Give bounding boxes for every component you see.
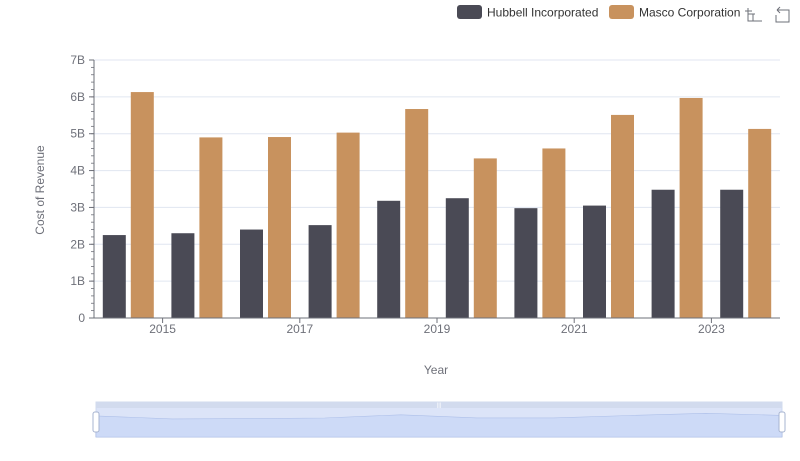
bar-masco-2015[interactable] [199, 137, 223, 318]
legend-item-masco[interactable]: Masco Corporation [609, 5, 740, 20]
bar-masco-2020[interactable] [542, 148, 566, 318]
y-tick-label: 1B [70, 274, 85, 288]
bar-masco-2021[interactable] [611, 114, 634, 318]
y-tick-label: 4B [70, 164, 85, 178]
legend-label-hubbell: Hubbell Incorporated [487, 6, 598, 20]
grid [94, 59, 780, 282]
x-tick-label: 2015 [149, 322, 176, 336]
data-zoom-handle-right[interactable] [778, 411, 786, 433]
bar-masco-2017[interactable] [336, 132, 360, 318]
x-tick-label: 2023 [698, 322, 725, 336]
bar-hubbell-2018[interactable] [377, 200, 401, 318]
data-zoom-selection [96, 408, 782, 437]
legend-item-hubbell[interactable]: Hubbell Incorporated [457, 5, 598, 20]
bar-hubbell-2021[interactable] [583, 205, 606, 318]
x-axis-title: Year [424, 363, 448, 377]
legend-label-masco: Masco Corporation [639, 6, 740, 20]
y-tick-label: 2B [70, 237, 85, 251]
bar-hubbell-2020[interactable] [514, 208, 538, 318]
bar-hubbell-2022[interactable] [651, 189, 675, 318]
y-tick-label: 6B [70, 90, 85, 104]
bar-hubbell-2023[interactable] [720, 189, 744, 318]
data-zoom-slider[interactable]: ||| [92, 401, 786, 438]
bar-hubbell-2019[interactable] [445, 198, 469, 318]
y-tick-label: 3B [70, 200, 85, 214]
data-zoom-grip[interactable]: ||| [437, 403, 442, 409]
bar-hubbell-2017[interactable] [308, 225, 332, 318]
bars [102, 92, 772, 319]
bar-masco-2014[interactable] [130, 92, 154, 319]
zoom-reset-icon[interactable] [775, 6, 790, 23]
y-tick-label: 7B [70, 53, 85, 67]
data-zoom-top-bar [96, 402, 782, 408]
x-tick-label: 2021 [561, 322, 588, 336]
data-zoom-handle-left[interactable] [92, 411, 100, 433]
legend-swatch-hubbell [457, 5, 482, 19]
x-tick-label: 2019 [424, 322, 451, 336]
bar-hubbell-2016[interactable] [240, 229, 263, 318]
bar-masco-2016[interactable] [268, 137, 291, 318]
legend-swatch-masco [609, 5, 634, 19]
bar-masco-2018[interactable] [405, 109, 429, 319]
bar-hubbell-2014[interactable] [102, 235, 126, 318]
zoom-select-icon[interactable] [745, 8, 762, 22]
bar-masco-2023[interactable] [748, 128, 772, 318]
y-tick-label: 0 [78, 311, 85, 325]
y-tick-label: 5B [70, 127, 85, 141]
x-tick-label: 2017 [286, 322, 313, 336]
y-axis: 0 1B 2B 3B 4B 5B 6B 7B [70, 53, 95, 325]
bar-hubbell-2015[interactable] [171, 233, 195, 318]
bar-masco-2019[interactable] [473, 158, 497, 318]
legend: Hubbell Incorporated Masco Corporation [457, 5, 740, 20]
bar-masco-2022[interactable] [679, 97, 703, 318]
x-axis: 2015 2017 2019 2021 2023 [94, 317, 780, 336]
y-axis-title: Cost of Revenue [33, 145, 47, 235]
